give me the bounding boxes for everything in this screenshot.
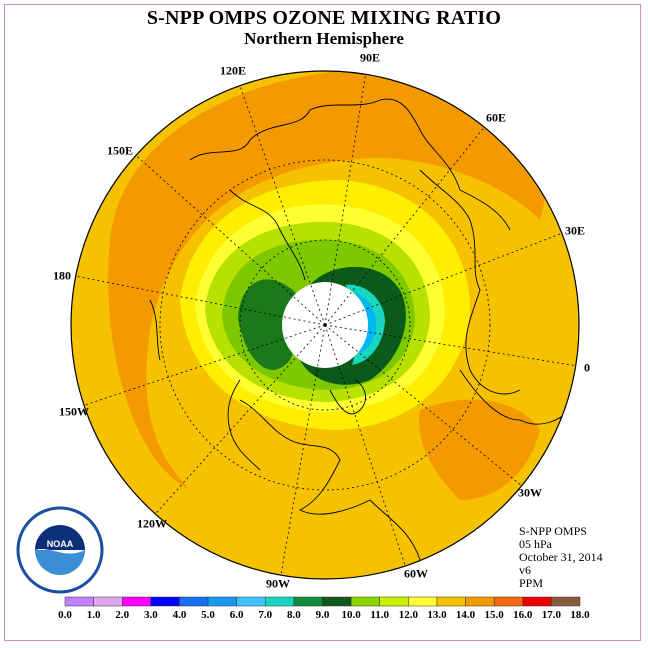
longitude-label: 60W: [404, 566, 428, 581]
info-level: 05 hPa: [519, 537, 552, 551]
field-14-15-atlantic: [419, 399, 540, 500]
longitude-label: 60E: [485, 110, 507, 125]
longitude-label: 180: [53, 268, 71, 283]
colorbar-swatch: [551, 596, 581, 607]
colorbar-tick-label: 4.0: [172, 609, 187, 621]
longitude-label: 90W: [266, 576, 290, 591]
noaa-logo-text: NOAA: [47, 539, 74, 549]
colorbar-tick-label: 12.0: [398, 609, 418, 621]
field-9-10-pacific: [238, 279, 302, 370]
longitude-label: 150W: [59, 404, 89, 419]
colorbar-tick-label: 3.0: [143, 609, 158, 621]
field-14-15-west: [108, 71, 545, 490]
colorbar-tick-label: 15.0: [484, 609, 504, 621]
colorbar-tick-label: 16.0: [513, 609, 533, 621]
longitude-label: 120W: [137, 516, 167, 531]
info-units: PPM: [519, 576, 544, 590]
graticule: [71, 71, 579, 579]
colorbar-tick-label: 8.0: [287, 609, 301, 621]
longitude-label: 120E: [219, 63, 247, 78]
noaa-logo: NOAA: [16, 506, 104, 594]
info-version: v6: [519, 563, 531, 577]
longitude-label: 30E: [564, 223, 586, 238]
colorbar-tick-label: 18.0: [570, 609, 590, 621]
colorbar-tick-label: 6.0: [229, 609, 244, 621]
colorbar-tick-label: 5.0: [201, 609, 215, 621]
longitude-label: 0: [584, 360, 590, 375]
figure-border: [4, 4, 641, 641]
colorbar-tick-label: 17.0: [541, 609, 561, 621]
colorbar-tick-label: 2.0: [115, 609, 130, 621]
colorbar-tick-label: 10.0: [341, 609, 361, 621]
colorbar-tick-label: 0.0: [58, 609, 72, 621]
colorbar-tick-label: 1.0: [86, 609, 101, 621]
colorbar-tick-label: 14.0: [455, 609, 476, 621]
map-subtitle: Northern Hemisphere: [244, 29, 404, 48]
colorbar-tick-label: 11.0: [370, 609, 390, 621]
longitude-label: 90E: [359, 50, 381, 65]
map-boundary: [70, 70, 580, 580]
colorbar-tick-label: 13.0: [427, 609, 447, 621]
ozone-field: [71, 71, 579, 579]
longitude-label: 30W: [518, 485, 542, 500]
info-instrument: S-NPP OMPS: [519, 524, 587, 538]
colorbar-tick-label: 9.0: [315, 609, 330, 621]
info-date: October 31, 2014: [519, 550, 603, 564]
colorbar-tick-label: 7.0: [258, 609, 273, 621]
map-title: S-NPP OMPS OZONE MIXING RATIO: [146, 7, 502, 29]
longitude-label: 150E: [106, 143, 134, 158]
